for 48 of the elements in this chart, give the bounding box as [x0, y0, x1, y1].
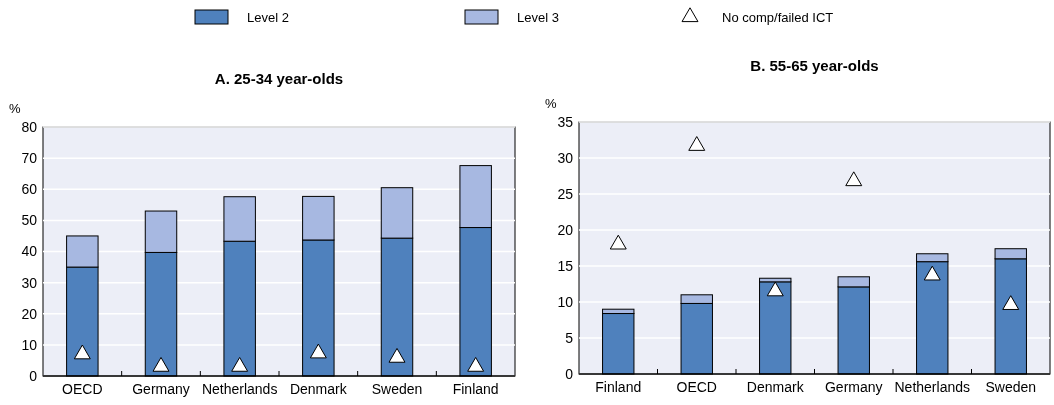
- y-tick-label: 25: [557, 185, 574, 202]
- point: [152, 356, 170, 372]
- x-tick-label: Sweden: [985, 379, 1037, 395]
- y-tick-label: 10: [21, 336, 38, 353]
- x-tick-label: OECD: [62, 381, 103, 397]
- y-tick-label: 30: [557, 149, 574, 166]
- x-tick-label: OECD: [676, 379, 717, 395]
- point: [688, 136, 706, 151]
- point: [467, 356, 485, 372]
- y-axis-title: %: [545, 96, 557, 111]
- y-tick-label: 30: [21, 274, 38, 291]
- point: [766, 281, 784, 297]
- point: [923, 265, 941, 281]
- point: [73, 344, 91, 360]
- y-tick-label: 20: [557, 221, 574, 238]
- point: [388, 347, 406, 363]
- x-tick-label: Finland: [452, 381, 499, 397]
- y-tick-label: 50: [21, 212, 38, 229]
- legend-label: Level 3: [517, 9, 559, 25]
- x-tick-label: Germany: [132, 381, 190, 397]
- x-tick-label: Denmark: [289, 381, 348, 397]
- chart-title: B. 55-65 year-olds: [750, 57, 879, 74]
- y-tick-label: 20: [21, 305, 38, 322]
- point: [309, 343, 327, 359]
- y-tick-label: 35: [557, 113, 574, 130]
- y-tick-label: 60: [21, 181, 38, 198]
- y-tick-label: 5: [565, 329, 574, 346]
- x-tick-label: Germany: [824, 379, 883, 395]
- x-tick-label: Netherlands: [201, 381, 278, 397]
- y-tick-label: 40: [21, 243, 38, 260]
- y-tick-label: 70: [21, 150, 38, 167]
- y-axis-title: %: [9, 101, 21, 116]
- point: [845, 171, 863, 187]
- y-tick-label: 0: [565, 365, 574, 382]
- y-tick-label: 80: [21, 118, 38, 135]
- point: [231, 356, 249, 372]
- x-tick-label: Denmark: [746, 379, 805, 395]
- x-tick-label: Netherlands: [894, 379, 970, 395]
- y-tick-label: 0: [29, 367, 38, 384]
- legend-label: No comp/failed ICT: [722, 9, 834, 25]
- y-tick-label: 15: [557, 257, 574, 274]
- point: [609, 234, 627, 250]
- x-tick-label: Finland: [595, 379, 642, 395]
- chart-title: A. 25-34 year-olds: [214, 70, 344, 87]
- x-tick-label: Sweden: [371, 381, 423, 397]
- y-tick-label: 10: [557, 293, 574, 310]
- legend-label: Level 2: [247, 9, 289, 25]
- point: [1002, 295, 1020, 310]
